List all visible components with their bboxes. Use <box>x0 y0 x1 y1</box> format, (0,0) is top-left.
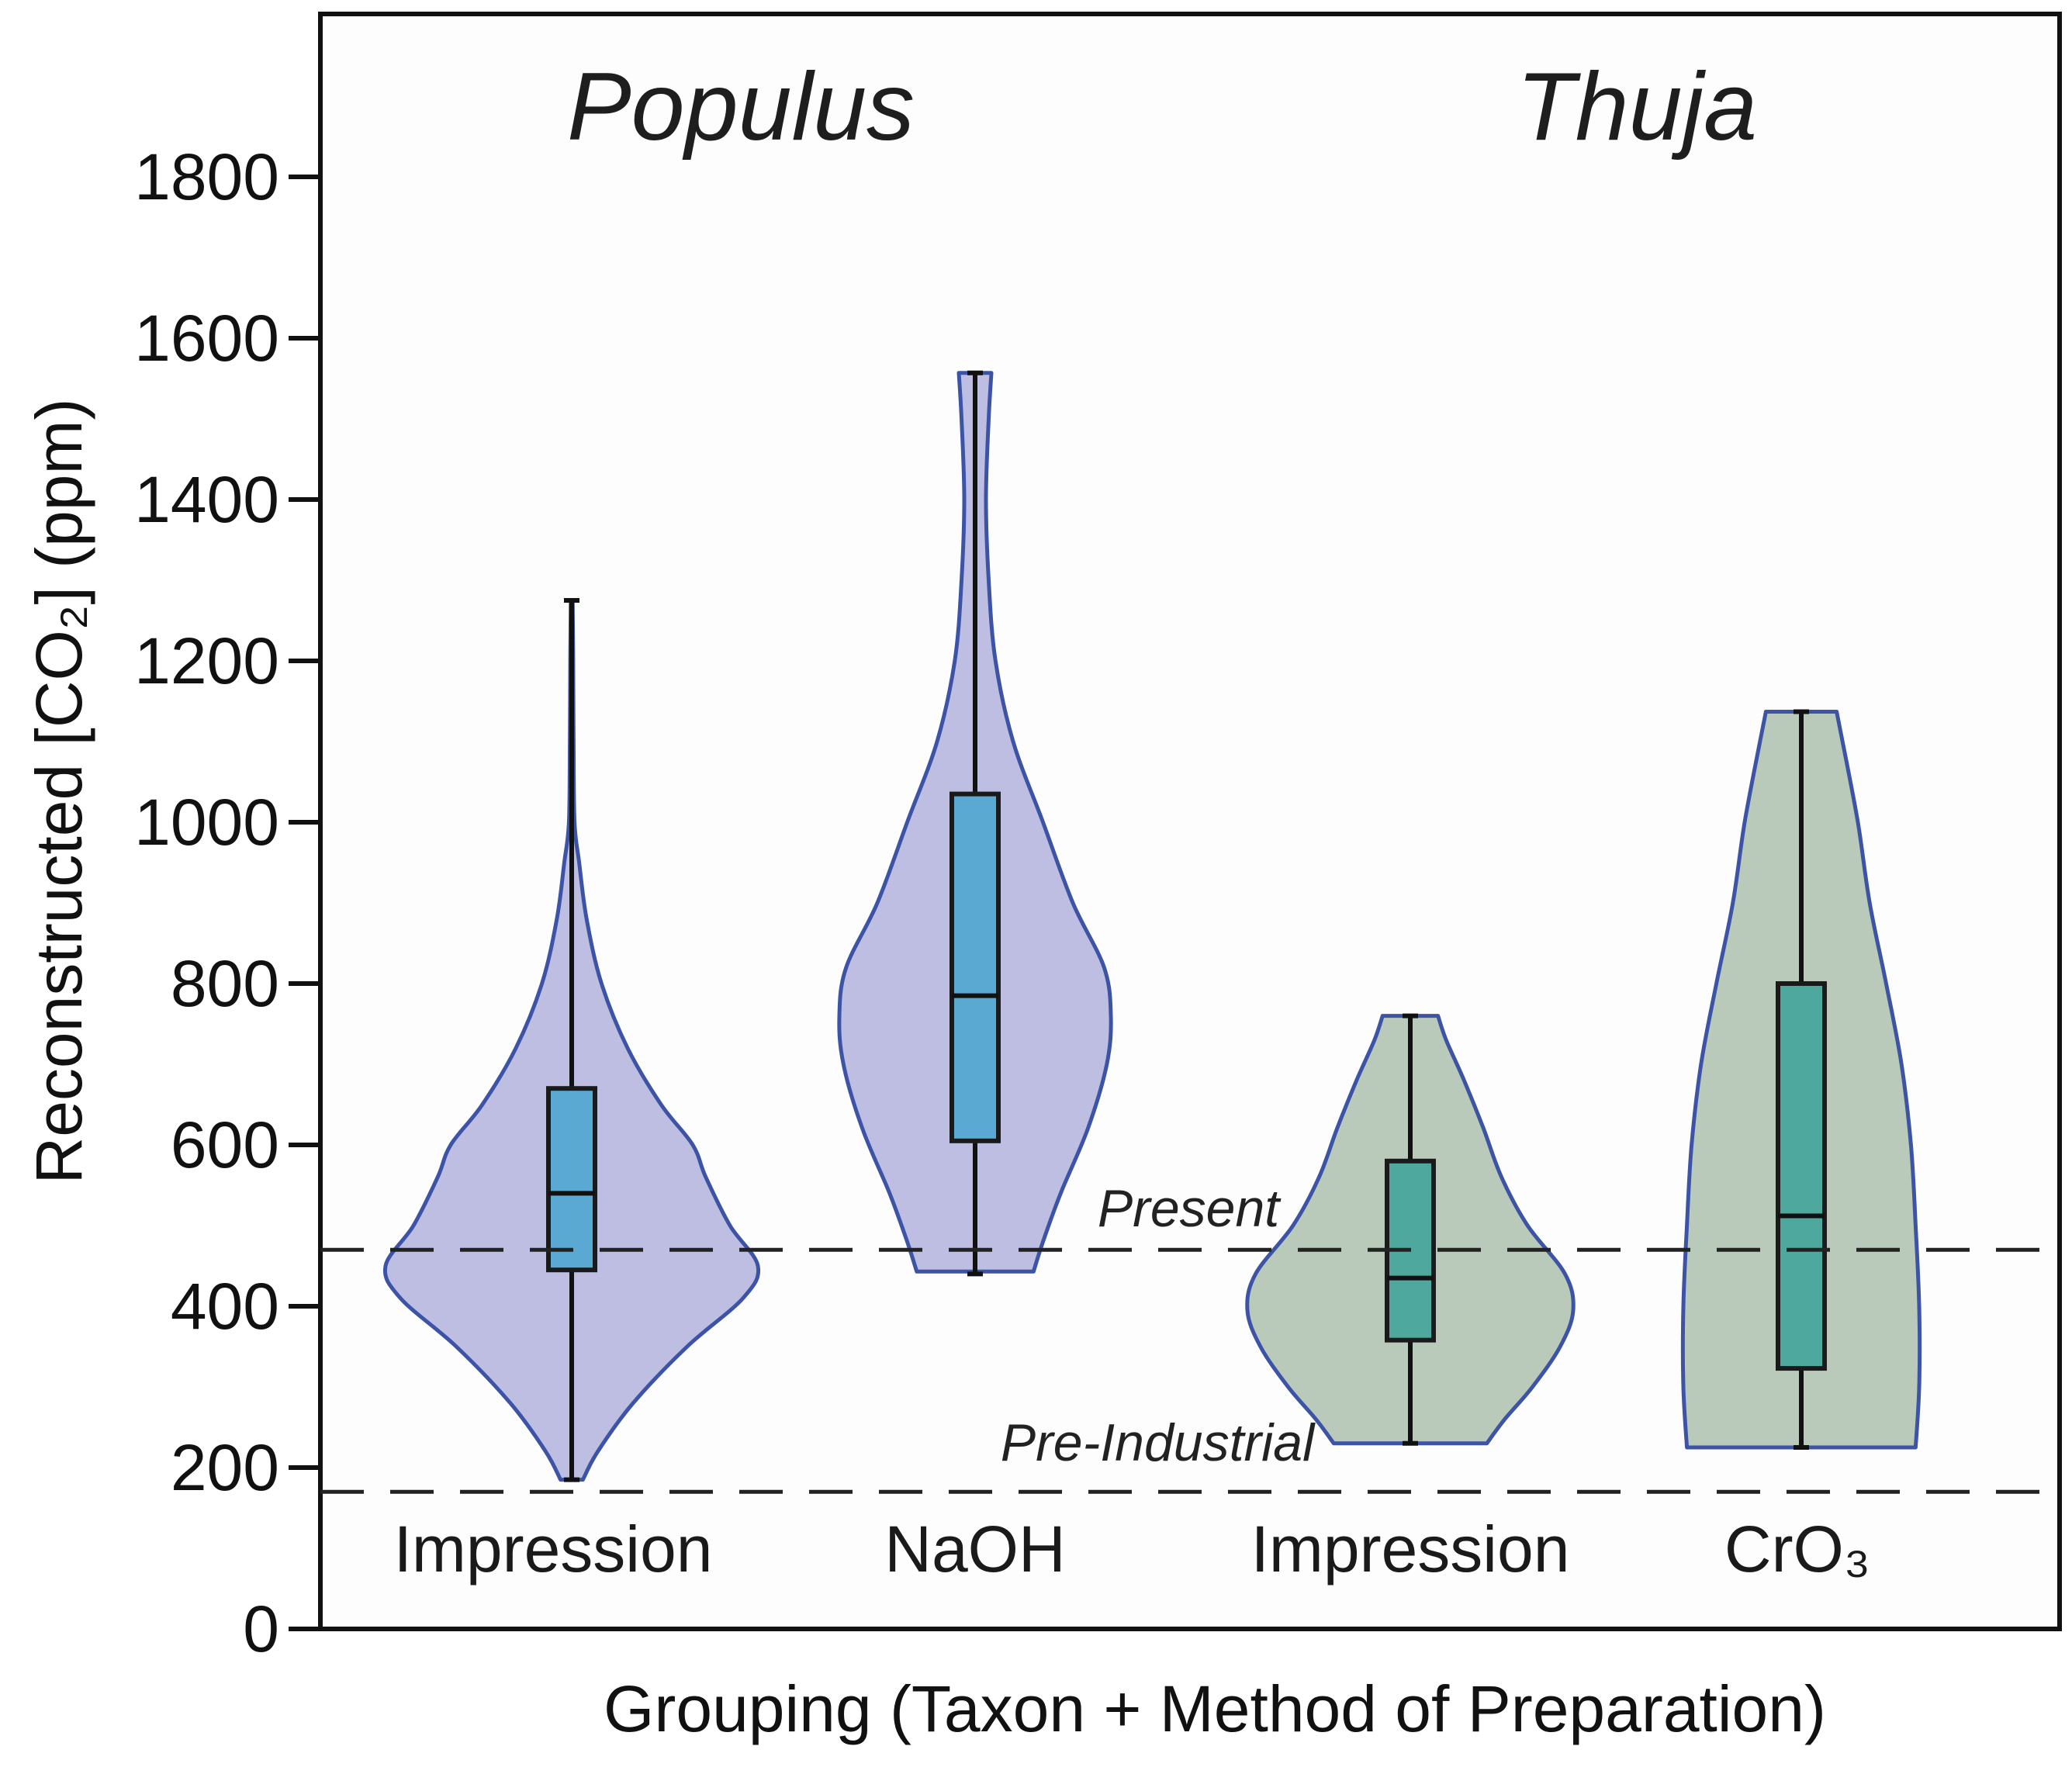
reference-label-2: Pre-Industrial <box>1001 1413 1316 1472</box>
taxon-label-populus: Populus <box>567 54 915 161</box>
y-tick-label-1400: 1400 <box>134 463 279 536</box>
y-axis: 0 200 400 600 800 1000 1200 1400 1600 1800 <box>134 140 320 1665</box>
iqr-box-1 <box>546 1086 597 1273</box>
labels-layer: Impression NaOH Impression CrO₃ Present Pre-I… <box>394 54 1871 1585</box>
y-tick-label-600: 600 <box>171 1108 279 1181</box>
y-tick-label-1800: 1800 <box>134 140 279 213</box>
iqr-box-2 <box>950 791 1001 1143</box>
reference-lines-layer <box>320 1247 2060 1494</box>
group-label-4: CrO₃ <box>1724 1513 1870 1585</box>
group-label-2: NaOH <box>884 1513 1065 1585</box>
y-tick-label-800: 800 <box>171 947 279 1020</box>
y-tick-label-1000: 1000 <box>134 786 279 859</box>
boxplots-layer <box>546 370 1827 1482</box>
y-axis-title: Reconstructed [CO₂] (ppm) <box>22 399 95 1184</box>
group-label-3: Impression <box>1251 1513 1570 1585</box>
y-tick-label-1600: 1600 <box>134 302 279 375</box>
iqr-box-4 <box>1776 981 1827 1371</box>
group-label-1: Impression <box>394 1513 713 1585</box>
y-tick-label-0: 0 <box>243 1592 279 1665</box>
y-tick-label-200: 200 <box>171 1431 279 1504</box>
y-tick-label-400: 400 <box>171 1270 279 1343</box>
y-tick-label-1200: 1200 <box>134 624 279 697</box>
x-axis-title: Grouping (Taxon + Method of Preparation) <box>604 1672 1826 1745</box>
reference-label-1: Present <box>1098 1179 1282 1238</box>
taxon-label-thuja: Thuja <box>1517 54 1757 161</box>
